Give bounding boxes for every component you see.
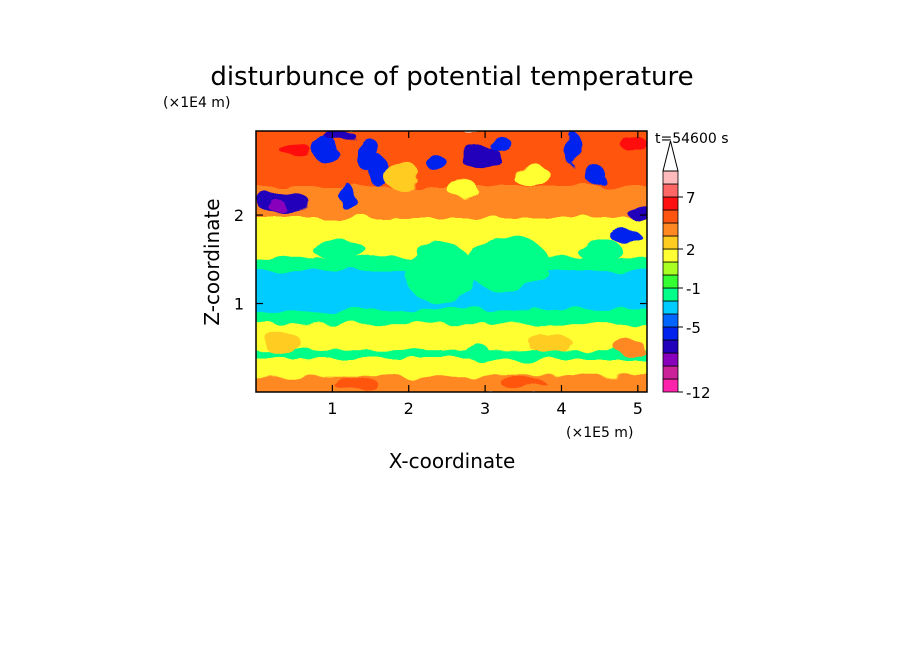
colorbar-level-3 — [662, 339, 679, 354]
field-band-6 — [256, 323, 647, 355]
colorbar-level-10 — [662, 248, 679, 263]
field-feature-17 — [382, 161, 421, 189]
colorbar-tick-label-0: -12 — [686, 384, 711, 402]
colorbar-level-2 — [662, 352, 679, 367]
colorbar-tick-label-3: 2 — [686, 241, 696, 259]
y-tick-label-1: 1 — [234, 295, 244, 314]
y-tick-label-2: 2 — [234, 206, 244, 225]
field-feature-13 — [626, 201, 647, 220]
colorbar-level-5 — [662, 313, 679, 328]
field-feature-12 — [586, 164, 605, 186]
x-axis-label: X-coordinate — [389, 449, 516, 473]
field-feature-7 — [340, 184, 356, 211]
field-feature-2 — [310, 136, 339, 162]
x-tick-label-5: 5 — [633, 399, 643, 418]
field-feature-18 — [446, 179, 478, 198]
colorbar-level-4 — [662, 326, 679, 341]
z-unit-label: (×1E4 m) — [163, 95, 230, 111]
field-feature-14 — [611, 230, 642, 245]
x-axis: 1 2 3 4 5 — [327, 131, 643, 418]
x-unit-label: (×1E5 m) — [566, 425, 633, 441]
colorbar-tick-label-2: -1 — [686, 280, 701, 298]
field-feature-1 — [268, 200, 287, 212]
field-feature-21 — [313, 241, 367, 260]
colorbar-level-8 — [662, 274, 679, 289]
field-feature-15 — [620, 137, 647, 152]
field-feature-11 — [565, 131, 581, 167]
field-feature-20 — [466, 237, 551, 291]
field-feature-25 — [614, 340, 646, 355]
colorbar-level-15 — [662, 183, 679, 198]
colorbar-level-14 — [662, 196, 679, 211]
field-band-8 — [256, 359, 647, 381]
field-feature-26 — [466, 343, 489, 362]
colorbar-level-16 — [662, 170, 679, 185]
x-tick-label-1: 1 — [327, 399, 337, 418]
field-feature-22 — [576, 239, 623, 262]
colorbar-extend-arrow — [662, 140, 679, 172]
field-feature-28 — [500, 378, 547, 388]
colorbar-level-6 — [662, 300, 679, 315]
field-feature-4 — [278, 141, 310, 156]
colorbar-level-13 — [662, 209, 679, 224]
colorbar-tick-label-1: -5 — [686, 319, 701, 337]
field-feature-9 — [488, 137, 512, 152]
chart-title: disturbunce of potential temperature — [210, 62, 693, 92]
colorbar: -12-5-127 — [662, 140, 711, 402]
field-feature-10 — [426, 153, 445, 171]
x-tick-label-4: 4 — [556, 399, 566, 418]
x-tick-label-3: 3 — [480, 399, 490, 418]
field-feature-8 — [459, 146, 503, 169]
colorbar-level-7 — [662, 287, 679, 302]
time-label: t=54600 s — [655, 131, 729, 147]
colorbar-level-11 — [662, 235, 679, 250]
field-feature-19 — [404, 241, 474, 304]
y-axis: 12 — [234, 206, 647, 314]
x-tick-label-2: 2 — [404, 399, 414, 418]
field-band-5 — [256, 310, 647, 328]
colorbar-level-0 — [662, 378, 679, 393]
field-feature-27 — [332, 378, 379, 388]
field-feature-16 — [511, 164, 551, 186]
field-feature-24 — [527, 334, 573, 353]
plot-area — [256, 131, 647, 392]
colorbar-level-1 — [662, 365, 679, 380]
temperature-field — [256, 131, 647, 392]
colorbar-tick-label-4: 7 — [686, 189, 696, 207]
field-feature-23 — [263, 332, 302, 354]
colorbar-level-9 — [662, 261, 679, 276]
colorbar-level-12 — [662, 222, 679, 237]
y-axis-label: Z-coordinate — [200, 198, 224, 325]
plot-frame — [255, 130, 648, 393]
